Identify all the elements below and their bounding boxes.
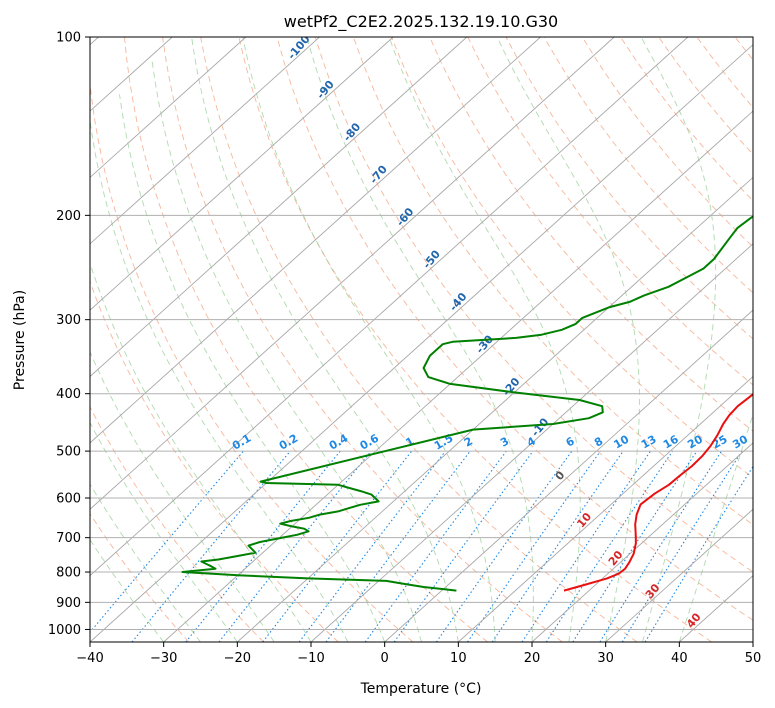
dry-adiabat [123, 37, 488, 642]
dewpoint-line [181, 215, 753, 592]
y-axis: 100 200 300 400 500 600 700 800 900 1000 [48, 31, 90, 638]
mixing-ratio-line [521, 450, 651, 642]
mixing-ratio-line [218, 450, 372, 642]
moist-adiabat [119, 94, 386, 642]
y-tick-label: 600 [56, 492, 81, 507]
dry-adiabat [162, 37, 563, 642]
mixing-ratio-line [435, 450, 573, 642]
moist-adiabat [678, 412, 753, 642]
moist-adiabat [191, 37, 459, 642]
mixing-ratio-line [325, 450, 471, 642]
isotherm-line [605, 508, 753, 642]
moist-adiabat [90, 421, 238, 642]
mixing-ratio-line [572, 450, 698, 642]
profile-series [181, 215, 753, 592]
dry-adiabat [352, 37, 753, 526]
y-tick-label: 200 [56, 209, 81, 224]
moist-adiabat [242, 37, 496, 642]
moist-adiabat [90, 350, 275, 642]
chart-title: wetPf2_C2E2.2025.132.19.10.G30 [284, 12, 558, 32]
isotherm-line [90, 37, 541, 444]
moist-adiabat [388, 37, 581, 642]
plot-frame [89, 36, 754, 643]
dry-adiabat [90, 405, 264, 642]
isotherm-line [384, 309, 753, 642]
mixing-ratio-label: 36 [751, 432, 771, 451]
x-tick-label: 30 [597, 651, 614, 666]
mixing-ratio-line [491, 450, 624, 642]
moist-adiabat [151, 61, 422, 642]
x-tick-label: −30 [150, 651, 177, 666]
y-tick-label: 100 [56, 31, 81, 46]
dry-adiabat [276, 37, 753, 621]
mixing-ratio-line [545, 450, 674, 642]
mixing-ratio-line [185, 450, 341, 642]
y-tick-label: 400 [56, 387, 81, 402]
dry-adiabat [429, 37, 753, 432]
y-tick-label: 300 [56, 313, 81, 328]
y-tick-label: 1000 [48, 623, 81, 638]
y-tick-label: 700 [56, 531, 81, 546]
x-tick-label: 0 [381, 651, 389, 666]
mixing-ratio-line [364, 450, 507, 642]
isotherm-line [90, 37, 247, 179]
mixing-ratio-line [298, 450, 446, 642]
moist-adiabat [640, 37, 717, 642]
mixing-ratio-line [599, 450, 722, 642]
x-axis-title: Temperature (°C) [360, 681, 482, 697]
x-tick-label: 20 [524, 651, 541, 666]
moist-adiabat [90, 116, 349, 642]
isotherm-line [90, 37, 468, 378]
dry-adiabat [90, 80, 414, 642]
x-tick-label: 10 [450, 651, 467, 666]
y-tick-label: 900 [56, 596, 81, 611]
dry-adiabat [200, 37, 638, 642]
mixing-ratio-line [467, 450, 601, 642]
moist-adiabats [90, 37, 753, 642]
mixing-ratio-line [644, 465, 753, 642]
y-tick-label: 500 [56, 445, 81, 460]
x-axis: −40 −30 −20 −10 0 10 20 30 40 50 [76, 642, 761, 666]
dry-adiabat [467, 37, 753, 386]
isotherm-line [90, 37, 615, 510]
x-tick-label: −20 [224, 651, 251, 666]
dry-adiabat [505, 37, 753, 340]
y-axis-title: Pressure (hPa) [12, 290, 28, 390]
isotherm-line [90, 37, 320, 245]
x-tick-label: 40 [671, 651, 688, 666]
isotherm-line [237, 176, 753, 642]
x-tick-label: −10 [297, 651, 324, 666]
isotherm-line [310, 243, 753, 642]
moist-adiabat [306, 37, 534, 642]
mixing-ratio-lines [90, 450, 753, 642]
dry-adiabat [314, 37, 753, 573]
y-tick-label: 800 [56, 566, 81, 581]
x-tick-label: −40 [76, 651, 103, 666]
x-tick-label: 50 [745, 651, 762, 666]
mixing-ratio-line [131, 450, 291, 642]
isotherm-line [531, 442, 753, 642]
isotherm-line [458, 375, 753, 642]
isotherm-line [90, 37, 394, 311]
isotherm-line [90, 37, 689, 577]
moist-adiabat [496, 37, 640, 642]
dry-adiabat [90, 512, 190, 642]
temperature-line [563, 392, 753, 592]
isobar-gridlines [90, 37, 753, 630]
mixing-ratio-line [90, 450, 244, 634]
isotherm-line [90, 44, 753, 642]
